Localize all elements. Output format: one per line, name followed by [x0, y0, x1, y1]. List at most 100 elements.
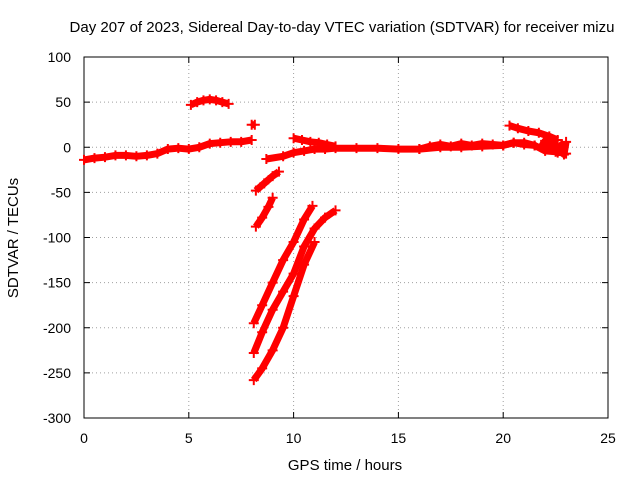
y-tick-label: 0 [63, 139, 71, 155]
data-point [162, 144, 173, 155]
y-tick-label: -50 [51, 184, 71, 200]
data-point [120, 150, 131, 161]
data-point [257, 327, 268, 338]
data-point [533, 127, 544, 138]
data-point [414, 144, 425, 155]
data-point [110, 150, 121, 161]
data-point [299, 259, 310, 270]
x-tick-label: 10 [286, 430, 302, 446]
data-point [561, 136, 572, 147]
y-tick-label: -250 [43, 365, 71, 381]
data-point [246, 135, 257, 146]
series-descent-short-1 [250, 166, 284, 196]
data-point [487, 139, 498, 150]
data-point [558, 149, 569, 160]
data-point [299, 145, 310, 156]
x-tick-label: 0 [80, 430, 88, 446]
data-point [267, 304, 278, 315]
data-point [288, 291, 299, 302]
data-point [466, 140, 477, 151]
data-point [267, 192, 278, 203]
data-point [351, 143, 362, 154]
data-point [278, 286, 289, 297]
data-point [320, 212, 331, 223]
data-point [508, 137, 519, 148]
data-point [299, 241, 310, 252]
data-point [544, 144, 555, 155]
series-arc-near-50 [185, 94, 234, 110]
data-point [548, 136, 559, 147]
data-point [211, 95, 222, 106]
data-point [330, 205, 341, 216]
data-point [523, 126, 534, 137]
data-point [424, 141, 435, 152]
data-point [250, 185, 261, 196]
data-point [183, 144, 194, 155]
x-tick-label: 5 [185, 430, 193, 446]
data-point [257, 212, 268, 223]
data-point [217, 97, 228, 108]
y-tick-label: -150 [43, 275, 71, 291]
y-tick-label: -300 [43, 410, 71, 426]
data-point [225, 136, 236, 147]
x-tick-label: 20 [495, 430, 511, 446]
series-trace [253, 168, 281, 194]
series-trace [253, 196, 276, 229]
series-descent-short-2 [250, 192, 278, 232]
data-point [393, 144, 404, 155]
data-point [504, 120, 515, 131]
data-point [141, 150, 152, 161]
data-point [305, 136, 316, 147]
data-point [288, 237, 299, 248]
data-point [519, 137, 530, 148]
data-point [435, 139, 446, 150]
data-point [248, 318, 259, 329]
data-point [372, 143, 383, 154]
data-point [288, 268, 299, 279]
data-point [477, 138, 488, 149]
data-point [309, 223, 320, 234]
data-point [322, 139, 333, 150]
data-point [278, 255, 289, 266]
data-point [204, 138, 215, 149]
data-point [273, 166, 284, 177]
x-tick-labels: 0 5 10 15 20 25 [80, 430, 616, 446]
data-point [535, 142, 546, 153]
y-tick-label: -200 [43, 320, 71, 336]
y-tick-label: -100 [43, 230, 71, 246]
data-point [99, 152, 110, 163]
data-point [309, 237, 320, 248]
data-point [259, 178, 270, 189]
data-point [257, 300, 268, 311]
data-point [249, 119, 260, 130]
data-point [552, 147, 563, 158]
data-point [296, 135, 307, 146]
series-dot-near-8h [246, 119, 260, 130]
data-point [250, 221, 261, 232]
y-tick-label: 100 [48, 49, 72, 65]
data-point [192, 97, 203, 108]
data-point [223, 98, 234, 109]
series-descent-long-3 [248, 237, 320, 386]
data-point [261, 153, 272, 164]
y-axis-label: SDTVAR / TECUs [5, 178, 22, 298]
data-point [194, 142, 205, 153]
data-point [185, 99, 196, 110]
data-point [498, 140, 509, 151]
series-late-cluster [535, 135, 572, 160]
data-point [152, 148, 163, 159]
data-point [173, 143, 184, 154]
data-point [267, 277, 278, 288]
y-tick-label: 50 [55, 94, 71, 110]
data-series [79, 94, 572, 386]
series-main-track [79, 135, 257, 165]
x-axis-label: GPS time / hours [288, 457, 402, 474]
data-point [267, 345, 278, 356]
tick-marks [83, 56, 609, 419]
data-point [288, 147, 299, 158]
data-point [529, 140, 540, 151]
data-point [267, 171, 278, 182]
data-point [512, 123, 523, 134]
data-point [278, 151, 289, 162]
